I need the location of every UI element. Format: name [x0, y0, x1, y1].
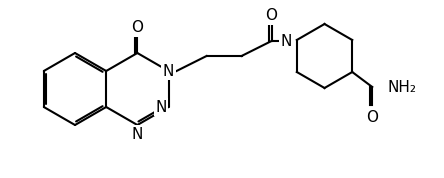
Text: O: O: [266, 9, 278, 23]
Text: O: O: [366, 110, 378, 125]
Text: N: N: [281, 33, 292, 48]
Text: N: N: [155, 100, 166, 114]
Text: NH₂: NH₂: [387, 80, 416, 95]
Text: O: O: [131, 20, 143, 35]
Text: N: N: [132, 127, 143, 142]
Text: N: N: [163, 64, 174, 78]
